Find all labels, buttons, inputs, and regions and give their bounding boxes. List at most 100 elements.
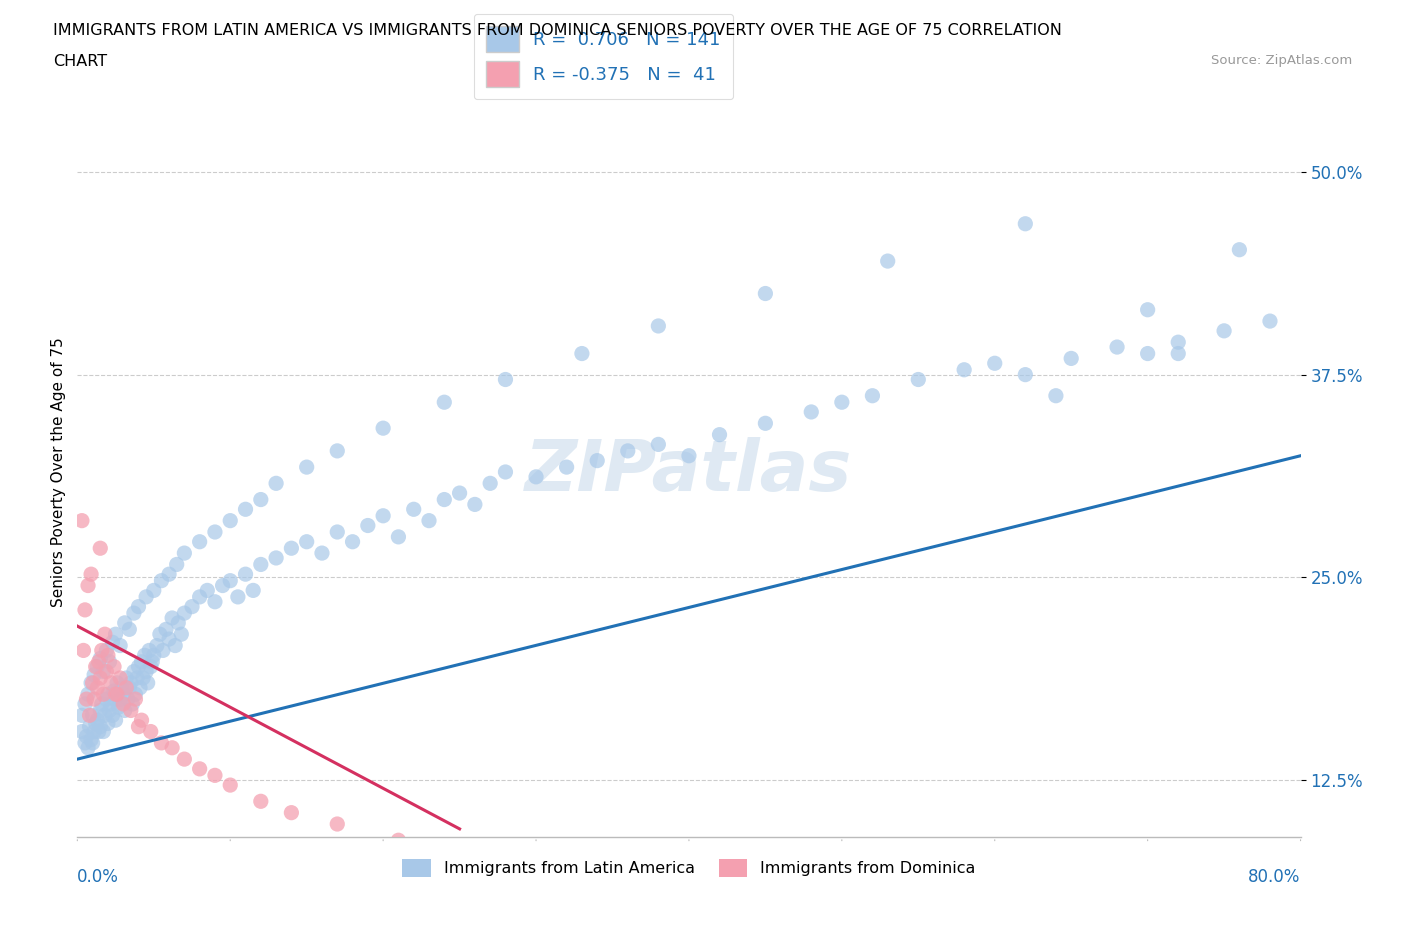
Point bbox=[76, 729, 98, 744]
Point bbox=[800, 405, 823, 419]
Point bbox=[124, 686, 146, 701]
Point bbox=[188, 535, 211, 550]
Point bbox=[754, 286, 776, 301]
Point bbox=[1014, 217, 1036, 232]
Point bbox=[479, 476, 502, 491]
Point bbox=[98, 655, 121, 670]
Point bbox=[89, 671, 111, 685]
Point bbox=[150, 736, 173, 751]
Point bbox=[124, 692, 146, 707]
Point bbox=[235, 502, 257, 517]
Point bbox=[136, 675, 159, 690]
Point bbox=[250, 492, 273, 507]
Point bbox=[242, 583, 264, 598]
Point bbox=[84, 716, 107, 731]
Point bbox=[73, 736, 96, 751]
Point bbox=[118, 681, 141, 696]
Point bbox=[617, 444, 640, 458]
Point bbox=[117, 692, 139, 707]
Point bbox=[326, 817, 349, 831]
Point bbox=[104, 712, 127, 727]
Point bbox=[219, 777, 242, 792]
Point bbox=[83, 724, 105, 739]
Point bbox=[219, 513, 242, 528]
Point bbox=[101, 708, 124, 723]
Point bbox=[219, 573, 242, 588]
Point bbox=[98, 703, 121, 718]
Point bbox=[77, 686, 100, 701]
Point bbox=[87, 724, 110, 739]
Point bbox=[107, 699, 129, 714]
Point bbox=[96, 643, 118, 658]
Point bbox=[953, 363, 976, 378]
Point bbox=[120, 703, 142, 718]
Point bbox=[1167, 335, 1189, 350]
Point bbox=[211, 578, 233, 593]
Point bbox=[678, 448, 700, 463]
Point bbox=[295, 535, 318, 550]
Point bbox=[108, 671, 131, 685]
Y-axis label: Seniors Poverty Over the Age of 75: Seniors Poverty Over the Age of 75 bbox=[51, 337, 66, 607]
Point bbox=[647, 437, 669, 452]
Point bbox=[1167, 346, 1189, 361]
Point bbox=[108, 692, 131, 707]
Point bbox=[149, 627, 172, 642]
Point bbox=[121, 697, 143, 711]
Point bbox=[104, 627, 127, 642]
Point bbox=[165, 638, 187, 653]
Point bbox=[188, 590, 211, 604]
Point bbox=[449, 485, 471, 500]
Point bbox=[1136, 302, 1159, 317]
Point bbox=[235, 566, 257, 581]
Point bbox=[112, 686, 135, 701]
Point bbox=[1045, 389, 1067, 404]
Point bbox=[418, 513, 440, 528]
Point bbox=[70, 708, 93, 723]
Point bbox=[135, 590, 157, 604]
Point bbox=[97, 648, 120, 663]
Point bbox=[146, 638, 169, 653]
Text: IMMIGRANTS FROM LATIN AMERICA VS IMMIGRANTS FROM DOMINICA SENIORS POVERTY OVER T: IMMIGRANTS FROM LATIN AMERICA VS IMMIGRA… bbox=[53, 23, 1063, 38]
Point bbox=[82, 675, 104, 690]
Point bbox=[100, 697, 122, 711]
Point bbox=[170, 627, 193, 642]
Point bbox=[1107, 339, 1129, 354]
Point bbox=[402, 502, 425, 517]
Point bbox=[77, 578, 100, 593]
Point bbox=[97, 686, 120, 701]
Point bbox=[495, 372, 517, 387]
Point bbox=[82, 708, 104, 723]
Point bbox=[127, 719, 149, 734]
Point bbox=[73, 603, 96, 618]
Point bbox=[173, 605, 195, 620]
Point bbox=[131, 655, 153, 670]
Point bbox=[139, 659, 162, 674]
Point bbox=[112, 697, 135, 711]
Point bbox=[115, 681, 138, 696]
Point bbox=[173, 546, 195, 561]
Point bbox=[280, 540, 302, 555]
Point bbox=[371, 420, 394, 435]
Point bbox=[311, 546, 333, 561]
Point bbox=[108, 638, 131, 653]
Point bbox=[160, 611, 183, 626]
Point bbox=[264, 551, 287, 565]
Point bbox=[139, 724, 162, 739]
Point bbox=[326, 525, 349, 539]
Point bbox=[571, 346, 593, 361]
Point bbox=[103, 684, 125, 698]
Point bbox=[89, 540, 111, 555]
Point bbox=[647, 319, 669, 334]
Point bbox=[127, 659, 149, 674]
Text: 0.0%: 0.0% bbox=[77, 868, 120, 885]
Point bbox=[79, 719, 101, 734]
Point bbox=[142, 648, 165, 663]
Point bbox=[226, 590, 249, 604]
Point bbox=[464, 497, 486, 512]
Point bbox=[433, 492, 456, 507]
Point bbox=[1014, 367, 1036, 382]
Point bbox=[122, 664, 145, 679]
Point bbox=[134, 648, 156, 663]
Point bbox=[91, 686, 114, 701]
Point bbox=[70, 724, 93, 739]
